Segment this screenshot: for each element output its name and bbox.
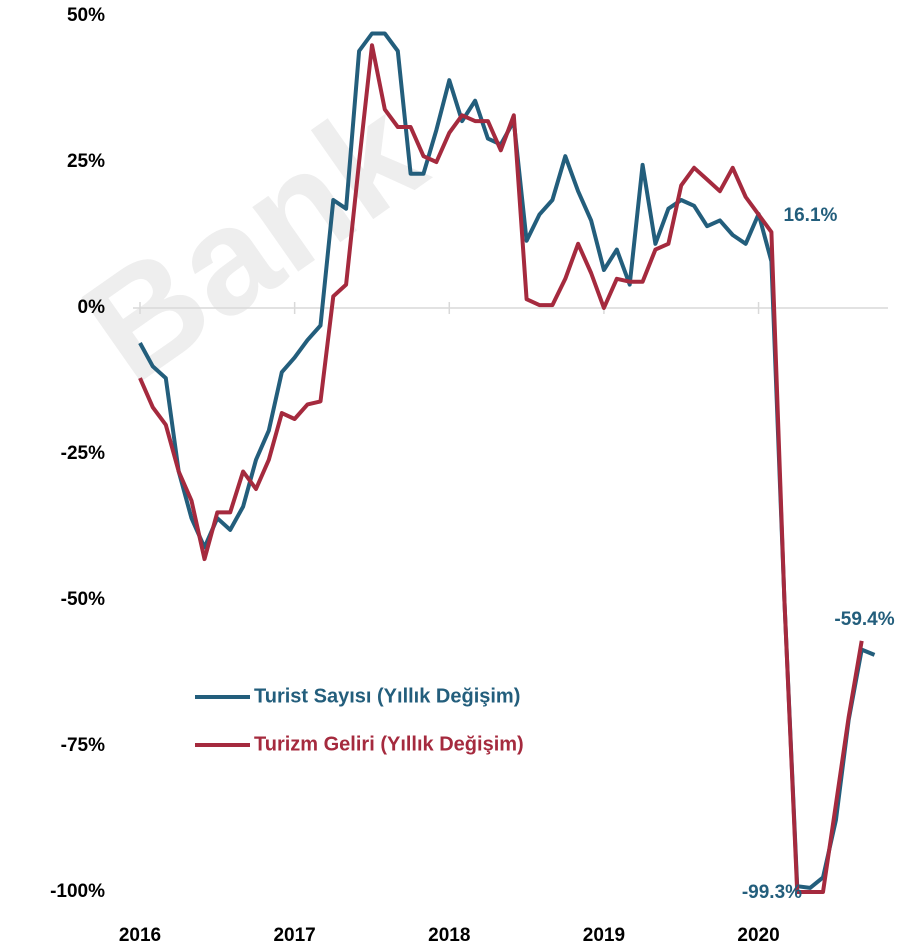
data-label: -99.3%	[742, 882, 802, 903]
x-tick-label: 2017	[273, 925, 315, 946]
y-tick-label: 0%	[78, 297, 106, 318]
y-tick-label: -25%	[61, 443, 105, 464]
y-tick-label: 50%	[67, 5, 105, 26]
series-line	[138, 43, 864, 894]
x-tick-label: 2018	[428, 925, 470, 946]
legend-label: Turist Sayısı (Yıllık Değişim)	[254, 685, 520, 707]
data-label: -59.4%	[834, 609, 894, 630]
y-tick-label: -50%	[61, 589, 105, 610]
data-label: 16.1%	[784, 205, 838, 226]
x-tick-label: 2019	[583, 925, 625, 946]
y-tick-label: 25%	[67, 151, 105, 172]
y-tick-label: -100%	[50, 881, 105, 902]
x-tick-label: 2020	[737, 925, 779, 946]
legend-label: Turizm Geliri (Yıllık Değişim)	[254, 733, 524, 755]
x-tick-label: 2016	[119, 925, 161, 946]
y-tick-label: -75%	[61, 735, 105, 756]
